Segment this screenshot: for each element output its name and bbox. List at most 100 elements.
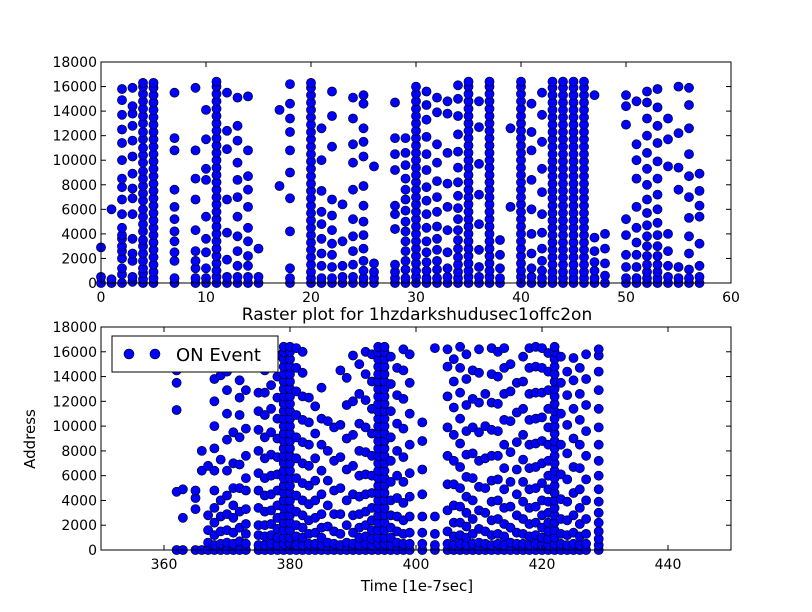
bottom-data-point <box>518 454 528 465</box>
bottom-data-point <box>398 497 409 508</box>
bottom-data-point <box>562 419 573 430</box>
bottom-x-tick-label: 420 <box>529 557 556 573</box>
top-data-point <box>474 219 484 229</box>
bottom-data-point <box>574 502 585 513</box>
top-data-point <box>526 145 537 156</box>
top-data-point <box>684 100 694 110</box>
top-data-point <box>169 184 180 195</box>
bottom-data-point <box>398 393 409 404</box>
top-data-point <box>421 236 432 247</box>
top-data-point <box>537 227 547 238</box>
top-data-point <box>327 238 337 249</box>
top-data-point <box>694 200 705 211</box>
top-data-point <box>222 254 232 265</box>
bottom-data-point <box>455 387 465 398</box>
top-data-point <box>201 233 211 244</box>
top-data-point <box>505 123 516 134</box>
top-data-point <box>642 251 652 261</box>
top-data-point <box>358 98 369 109</box>
top-data-point <box>652 230 663 240</box>
top-data-point <box>621 214 631 225</box>
bottom-data-point <box>310 428 321 439</box>
bottom-data-point <box>499 343 510 353</box>
bottom-data-point <box>253 445 264 456</box>
top-data-point <box>117 209 127 220</box>
top-data-point <box>400 160 411 170</box>
bottom-data-point <box>303 392 314 403</box>
top-y-tick-label: 16000 <box>52 80 97 96</box>
top-data-point <box>421 265 432 276</box>
bottom-data-point <box>259 410 270 420</box>
top-data-point <box>432 264 442 275</box>
top-data-point <box>400 147 411 158</box>
bottom-data-point <box>448 455 459 466</box>
bottom-data-point <box>467 473 478 483</box>
bottom-data-point <box>480 483 491 493</box>
bottom-data-point <box>467 514 478 524</box>
top-data-point <box>631 273 642 283</box>
bottom-data-point <box>196 445 207 456</box>
bottom-data-point <box>209 421 220 431</box>
top-data-point <box>358 216 369 227</box>
top-data-point <box>642 147 652 158</box>
top-data-point <box>589 265 600 276</box>
top-data-point <box>327 194 337 205</box>
bottom-data-point <box>316 489 327 500</box>
top-data-point <box>127 151 138 162</box>
top-data-point <box>453 129 463 140</box>
bottom-data-point <box>461 349 472 360</box>
bottom-data-point <box>499 484 510 495</box>
bottom-data-point <box>348 396 358 407</box>
top-data-point <box>400 205 411 216</box>
bottom-data-point <box>316 382 327 393</box>
top-data-point <box>537 109 547 120</box>
top-data-point <box>432 255 442 266</box>
bottom-data-point <box>222 434 232 445</box>
top-data-point <box>642 179 652 190</box>
top-data-point <box>663 260 673 271</box>
top-data-point <box>526 228 537 239</box>
top-data-point <box>442 108 453 119</box>
top-data-point <box>390 149 400 159</box>
bottom-data-point <box>222 490 232 501</box>
bottom-data-point <box>593 439 604 450</box>
top-data-point <box>327 262 337 272</box>
top-data-point <box>285 98 295 109</box>
bottom-data-point <box>593 470 604 481</box>
top-data-point <box>421 257 432 267</box>
top-data-point <box>243 184 253 195</box>
bottom-data-point <box>581 349 591 360</box>
top-data-point <box>631 262 642 272</box>
bottom-data-point <box>297 522 308 533</box>
top-data-point <box>190 255 201 266</box>
bottom-data-point <box>240 473 251 483</box>
legend-marker-on-event-2 <box>149 348 161 360</box>
top-data-point <box>673 262 684 272</box>
bottom-data-point <box>455 362 465 373</box>
top-data-point <box>117 124 127 135</box>
top-data-point <box>621 262 631 272</box>
top-y-tick-label: 6000 <box>61 202 97 218</box>
top-data-point <box>684 273 694 283</box>
bottom-data-point <box>511 464 522 475</box>
top-data-point <box>673 162 684 173</box>
top-data-point <box>348 214 358 225</box>
bottom-data-point <box>474 427 484 438</box>
top-data-point <box>222 125 232 136</box>
top-data-point <box>337 236 348 247</box>
bottom-data-point <box>581 538 591 549</box>
top-data-point <box>222 194 232 205</box>
bottom-data-point <box>385 406 396 417</box>
bottom-data-point <box>341 372 352 383</box>
top-data-point <box>390 259 400 270</box>
bottom-data-point <box>474 367 484 378</box>
bottom-data-point <box>511 489 522 500</box>
top-data-point <box>169 247 180 258</box>
bottom-data-point <box>593 385 604 396</box>
top-data-point <box>222 227 232 238</box>
bottom-data-point <box>335 452 346 462</box>
top-data-point <box>358 90 369 101</box>
top-data-point <box>537 265 547 276</box>
top-x-tick-label: 50 <box>617 290 635 306</box>
top-data-point <box>453 177 463 188</box>
